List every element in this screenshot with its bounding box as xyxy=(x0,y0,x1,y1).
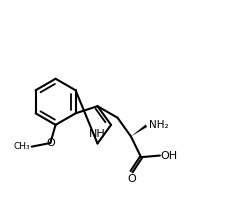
Polygon shape xyxy=(130,124,147,136)
Text: CH₃: CH₃ xyxy=(14,142,30,151)
Text: NH: NH xyxy=(89,129,105,139)
Text: O: O xyxy=(126,175,135,184)
Text: NH₂: NH₂ xyxy=(149,120,168,130)
Text: O: O xyxy=(46,138,55,148)
Text: OH: OH xyxy=(160,151,177,161)
